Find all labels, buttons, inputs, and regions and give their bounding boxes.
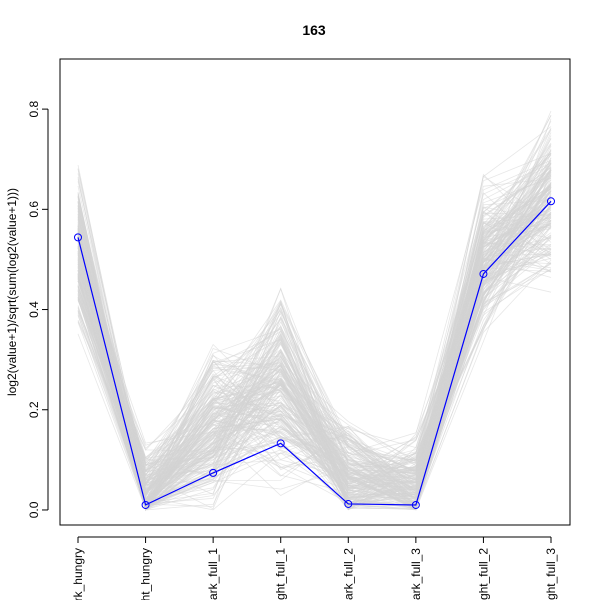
- chart-title: 163: [302, 22, 326, 38]
- background-line: [77, 195, 552, 510]
- x-tick-label-dark_full_3: dark_full_3: [409, 548, 423, 600]
- x-tick-label-light_full_3: light_full_3: [544, 548, 558, 600]
- series-point-light_full_1: [276, 439, 285, 448]
- x-axis: dark_hungry light_hungry dark_full_1 light_…: [71, 536, 558, 600]
- x-tick-label-dark_full_2: dark_full_2: [341, 548, 355, 600]
- background-line: [77, 252, 552, 508]
- y-tick-label: 0.8: [27, 100, 41, 117]
- background-line: [77, 188, 552, 508]
- background-line: [77, 209, 552, 483]
- background-line: [77, 115, 552, 493]
- y-tick-label: 0.4: [27, 301, 41, 318]
- background-line: [77, 126, 552, 499]
- y-tick-label: 0.2: [27, 401, 41, 418]
- background-line: [77, 186, 552, 506]
- series-point-dark_hungry: [74, 233, 82, 242]
- x-tick-label-dark_full_1: dark_full_1: [206, 548, 220, 600]
- background-line: [77, 153, 552, 495]
- series-point-dark_full_3: [411, 500, 420, 509]
- background-line: [77, 173, 552, 509]
- background-line: [77, 194, 552, 491]
- series-point-dark_full_1: [209, 468, 218, 477]
- series-point-dark_full_2: [344, 499, 353, 508]
- background-line: [77, 194, 552, 508]
- x-tick-label-light_hungry: light_hungry: [139, 548, 153, 600]
- x-tick-label-light_full_2: light_full_2: [476, 548, 490, 600]
- y-axis: 0.0 0.2 0.4 0.6 0.8: [27, 100, 49, 518]
- background-line: [77, 222, 552, 503]
- series-point-light_full_3: [547, 197, 555, 206]
- background-line: [77, 224, 552, 510]
- background-line: [77, 167, 552, 497]
- plot-frame: [59, 58, 571, 526]
- background-line: [77, 184, 552, 506]
- y-tick-label: 0.6: [27, 201, 41, 218]
- series-point-light_full_2: [479, 269, 488, 278]
- y-tick-label: 0.0: [27, 501, 41, 518]
- background-line: [77, 158, 552, 510]
- y-axis-label: log2(value+1)/sqrt(sum(log2(value+1))): [5, 188, 19, 396]
- main-series: [74, 197, 555, 509]
- background-line: [77, 208, 552, 490]
- background-lines: [77, 110, 552, 512]
- series-point-light_hungry: [141, 500, 150, 509]
- background-line: [77, 219, 552, 496]
- x-tick-label-dark_hungry: dark_hungry: [71, 548, 85, 600]
- background-line: [77, 221, 552, 503]
- background-line: [77, 145, 552, 511]
- x-tick-label-light_full_1: light_full_1: [274, 548, 288, 600]
- series-line: [77, 200, 552, 506]
